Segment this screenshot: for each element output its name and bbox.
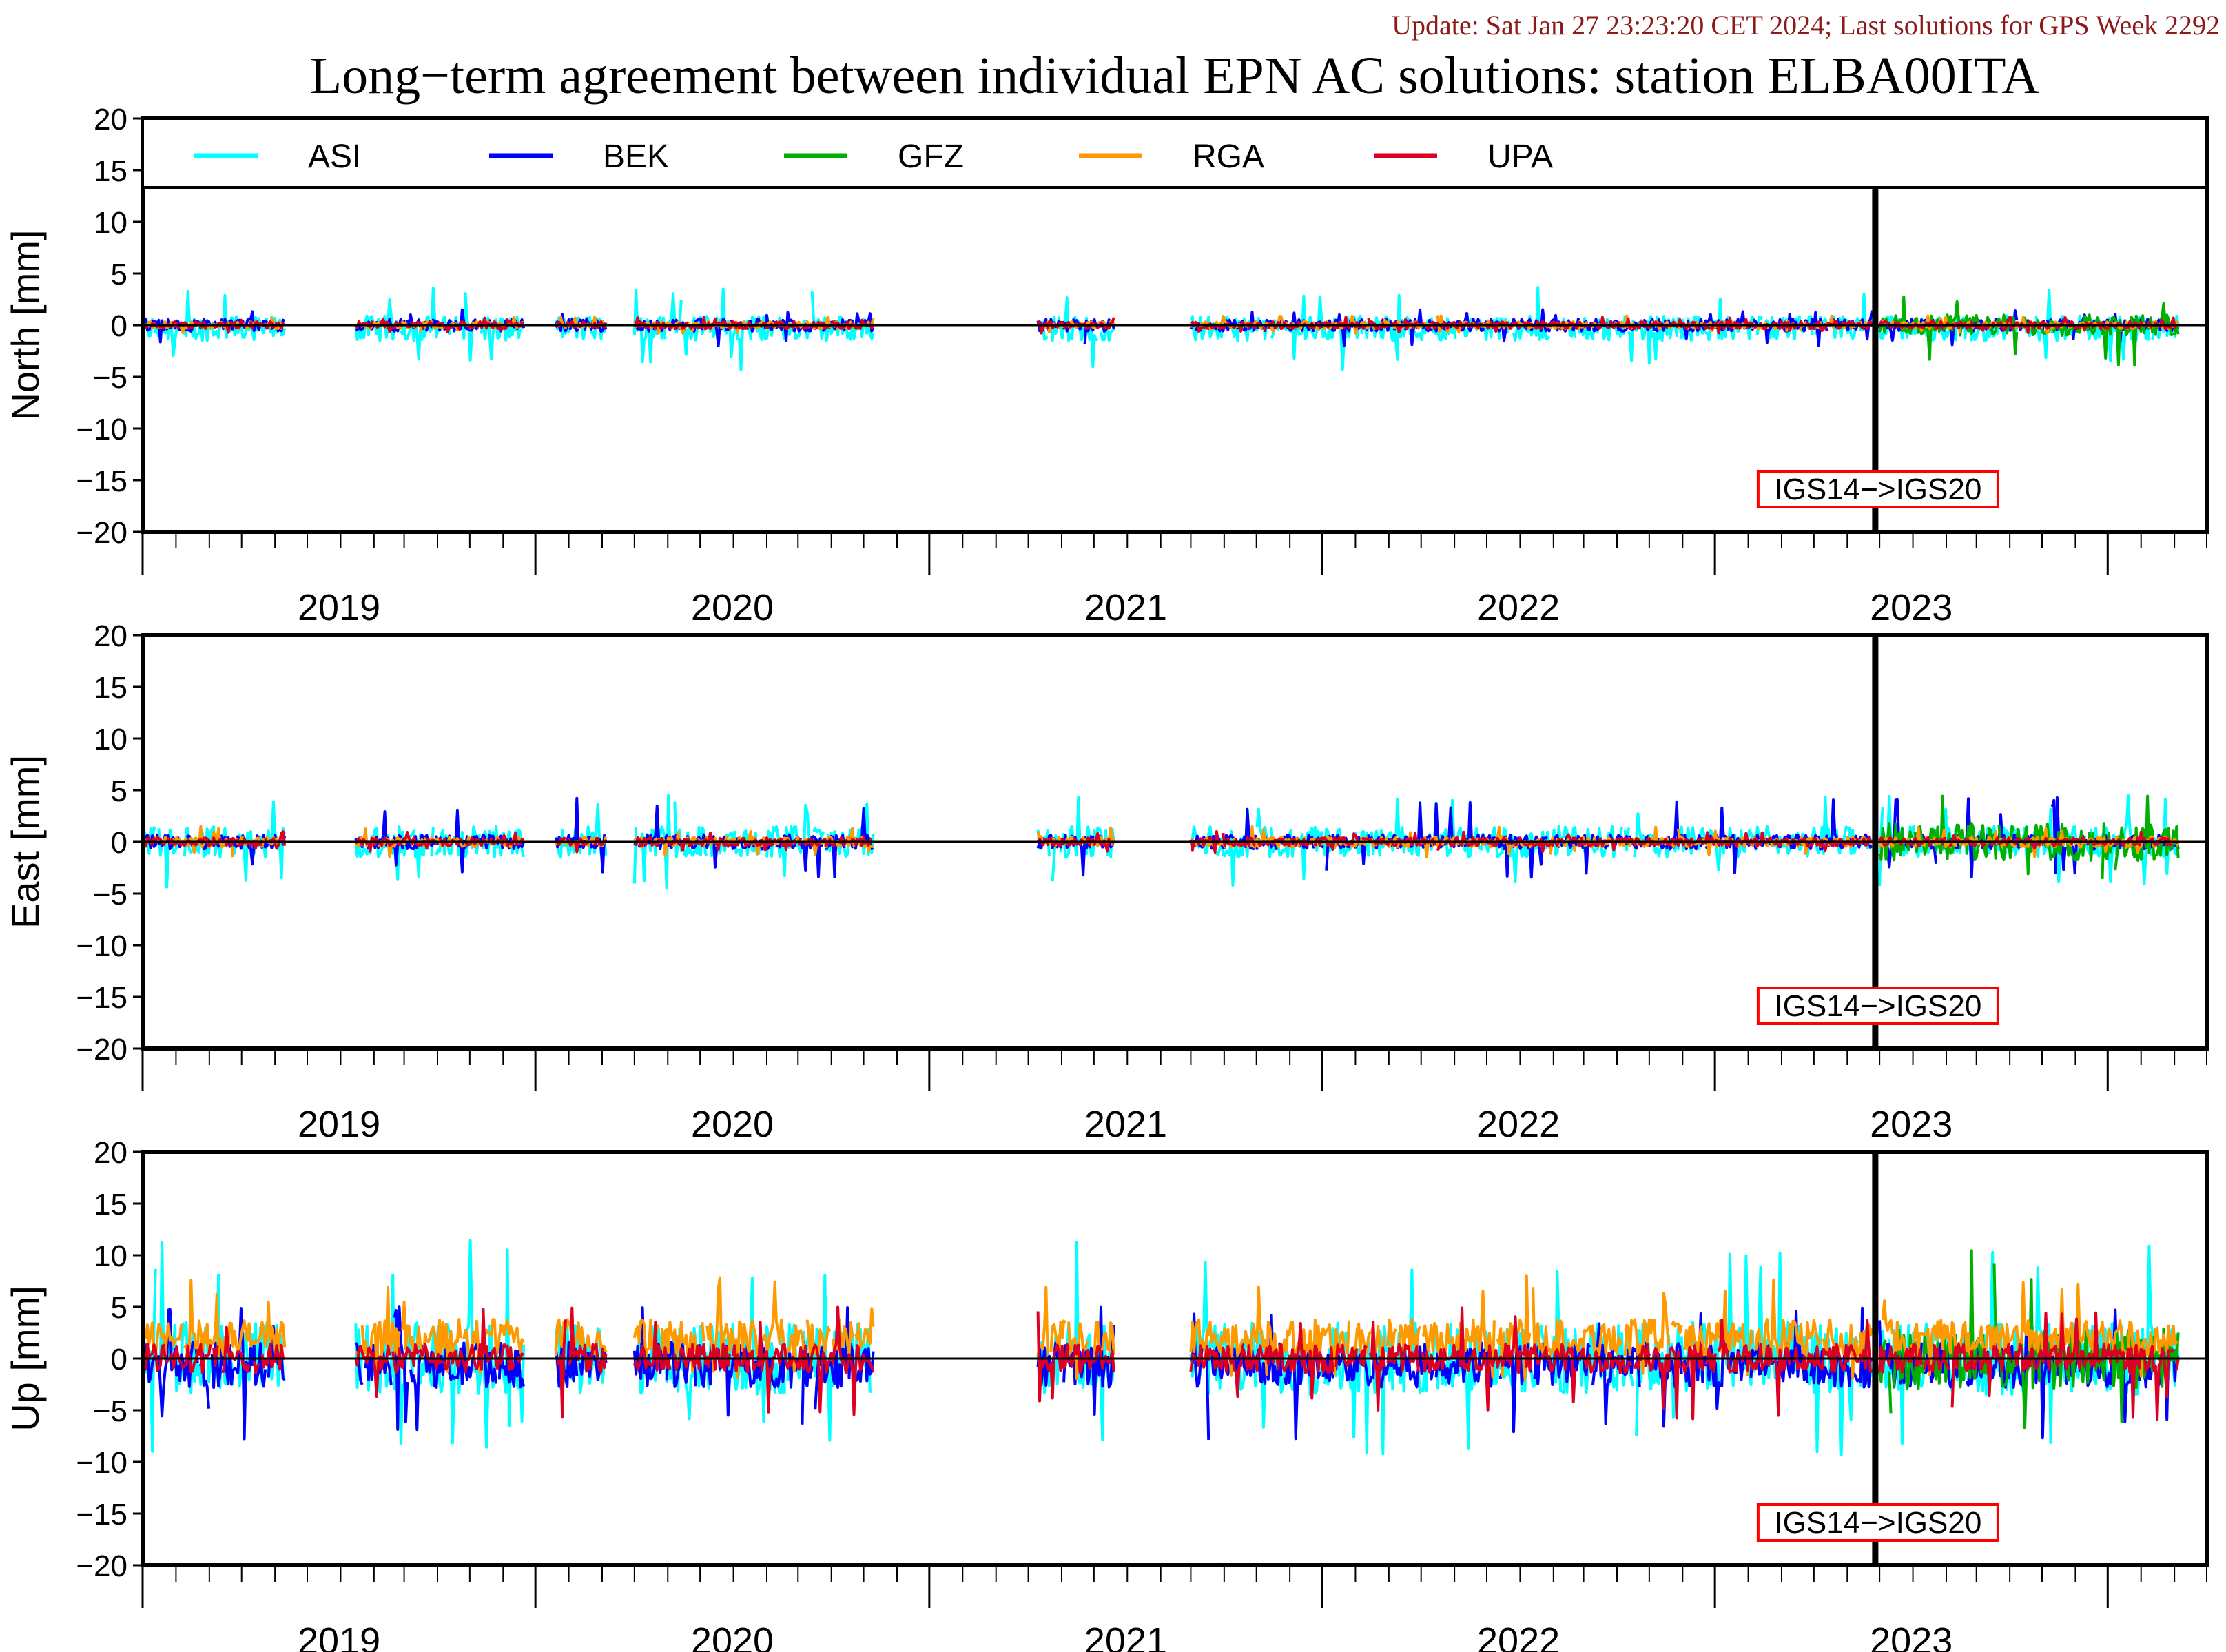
y-tick-label: −5 (93, 878, 127, 911)
legend-box (141, 117, 2208, 189)
y-tick-label: −15 (76, 464, 127, 498)
legend-label-upa: UPA (1487, 138, 1553, 175)
legend-label-rga: RGA (1193, 138, 1264, 175)
frame-change-label-box (1756, 1503, 1999, 1542)
panel-east: IGS14−>IGS20 20 15 10 5 0 −5 −10 −15 −20 East [mm]… (3, 619, 2209, 1145)
x-year-label: 2021 (1084, 1104, 1167, 1145)
x-year-label: 2021 (1084, 587, 1167, 628)
x-year-label: 2020 (691, 1620, 774, 1652)
legend-label-bek: BEK (603, 138, 669, 175)
y-tick-label: −20 (76, 516, 127, 550)
y-tick-label: 10 (94, 723, 127, 756)
y-tick-label: −5 (93, 1394, 127, 1428)
frame-change-label-box (1756, 470, 1999, 508)
frame-change-label: IGS14−>IGS20 (1774, 989, 1981, 1023)
y-tick-label: −10 (76, 929, 127, 963)
series-group (143, 794, 2180, 890)
x-year-label: 2019 (298, 587, 380, 628)
x-year-label: 2022 (1477, 1104, 1560, 1145)
y-axis-label: North [mm] (3, 230, 47, 421)
legend-label-gfz: GFZ (898, 138, 964, 175)
y-tick-label: 10 (94, 206, 127, 240)
x-year-label: 2020 (691, 1104, 774, 1145)
y-tick-label: −20 (76, 1033, 127, 1066)
y-tick-label: −15 (76, 1498, 127, 1531)
x-year-label: 2020 (691, 587, 774, 628)
frame-change-label: IGS14−>IGS20 (1774, 1506, 1981, 1540)
y-tick-label: 5 (111, 258, 127, 291)
y-tick-label: 0 (111, 826, 127, 860)
x-year-label: 2019 (298, 1620, 380, 1652)
chart-title: Long−term agreement between individual E… (310, 47, 2040, 105)
panel-up: IGS14−>IGS20 20 15 10 5 0 −5 −10 −15 −20 Up [mm] 20… (3, 1136, 2209, 1652)
y-tick-label: −5 (93, 361, 127, 395)
frame-change-label-box (1756, 987, 1999, 1025)
y-tick-label: 15 (94, 671, 127, 705)
y-tick-label: −10 (76, 1446, 127, 1480)
y-tick-label: 20 (94, 1136, 127, 1170)
y-axis-label: East [mm] (3, 755, 47, 929)
panels-group: IGS14−>IGS20 20 15 10 5 0 −5 −10 −15 −20 North [mm… (3, 103, 2209, 1652)
y-tick-label: −10 (76, 413, 127, 446)
y-tick-label: 20 (94, 103, 127, 136)
x-year-label: 2023 (1870, 1104, 1952, 1145)
x-year-label: 2019 (298, 1104, 380, 1145)
panel-north: IGS14−>IGS20 20 15 10 5 0 −5 −10 −15 −20 North [mm… (3, 103, 2209, 628)
y-axis-label: Up [mm] (3, 1286, 47, 1432)
series-group (143, 286, 2178, 371)
y-tick-label: 15 (94, 1188, 127, 1221)
update-text: Update: Sat Jan 27 23:23:20 CET 2024; La… (1392, 10, 2220, 41)
y-tick-label: 15 (94, 154, 127, 188)
y-tick-label: 10 (94, 1239, 127, 1273)
y-tick-label: −15 (76, 981, 127, 1015)
x-year-label: 2022 (1477, 587, 1560, 628)
x-year-label: 2023 (1870, 1620, 1952, 1652)
x-year-label: 2022 (1477, 1620, 1560, 1652)
y-tick-label: −20 (76, 1549, 127, 1583)
y-tick-label: 5 (111, 774, 127, 808)
y-tick-label: 20 (94, 619, 127, 653)
x-year-label: 2023 (1870, 587, 1952, 628)
y-tick-label: 0 (111, 1343, 127, 1376)
y-tick-label: 5 (111, 1291, 127, 1325)
x-year-label: 2021 (1084, 1620, 1167, 1652)
y-tick-label: 0 (111, 309, 127, 343)
legend-label-asi: ASI (308, 138, 361, 175)
frame-change-label: IGS14−>IGS20 (1774, 473, 1981, 506)
